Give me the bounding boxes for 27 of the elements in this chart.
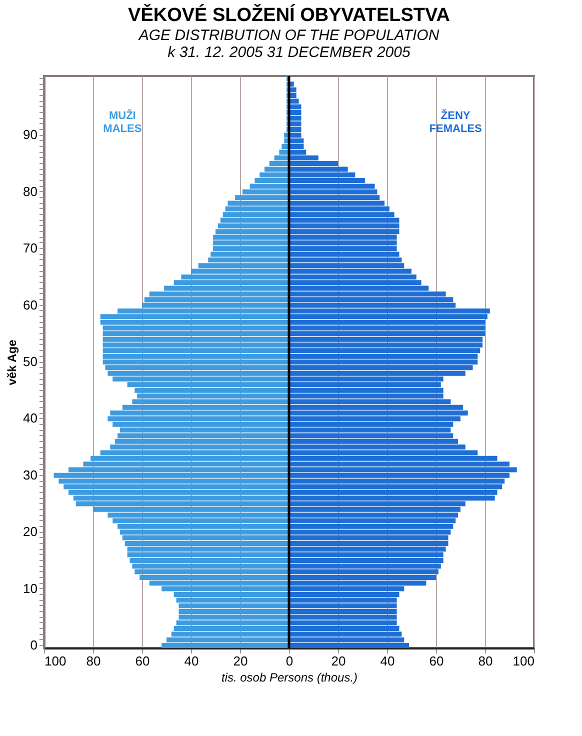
x-tick-label: 40 [184, 654, 199, 668]
y-tick-label: 70 [23, 240, 38, 256]
text: ŽENY FEMALES [429, 109, 482, 135]
x-tick-label: 40 [380, 654, 395, 668]
x-axis-title: tis. osob Persons (thous.) [221, 670, 358, 684]
y-axis-title: věk Age [5, 339, 20, 386]
x-tick-label: 100 [44, 654, 66, 668]
y-tick-label: 40 [23, 410, 38, 426]
y-tick-label: 60 [23, 297, 38, 312]
y-tick-label: 30 [23, 467, 38, 482]
chart-title: VĚKOVÉ SLOŽENÍ OBYVATELSTVA [128, 2, 450, 26]
y-tick-label: 80 [23, 184, 38, 199]
y-tick-label: 20 [23, 524, 38, 540]
y-tick-label: 10 [23, 580, 38, 596]
x-tick-label: 100 [512, 654, 534, 668]
chart-subtitle: AGE DISTRIBUTION OF THE POPULATION k 31. 12. 2005 31 DECEMBER 2005 [138, 26, 440, 61]
x-tick-label: 60 [135, 654, 150, 668]
text: MUŽI MALES [103, 109, 142, 135]
x-tick-label: 0 [286, 654, 294, 668]
y-tick-label: 90 [23, 127, 38, 142]
x-tick-label: 80 [478, 654, 493, 668]
y-tick-label: 0 [30, 638, 38, 653]
x-tick-label: 20 [331, 654, 346, 668]
x-tick-label: 20 [233, 654, 248, 668]
x-tick-label: 60 [429, 654, 444, 668]
y-tick-label: 50 [23, 354, 38, 369]
x-tick-label: 80 [86, 654, 101, 668]
